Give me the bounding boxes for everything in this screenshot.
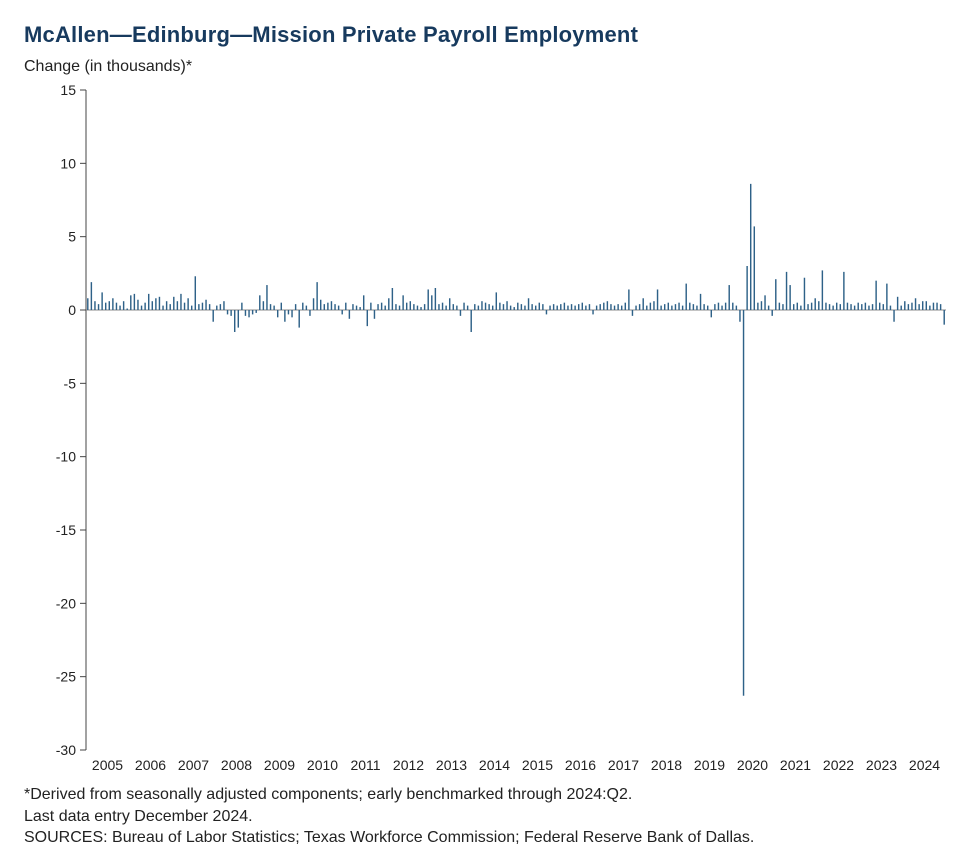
svg-text:-20: -20 — [56, 595, 76, 611]
footnote-derivation: *Derived from seasonally adjusted compon… — [24, 784, 953, 806]
svg-text:2018: 2018 — [651, 757, 682, 773]
svg-text:2022: 2022 — [823, 757, 854, 773]
svg-text:2020: 2020 — [737, 757, 768, 773]
svg-text:2023: 2023 — [866, 757, 897, 773]
svg-text:2010: 2010 — [307, 757, 338, 773]
svg-text:-25: -25 — [56, 669, 76, 685]
footnote-last-entry: Last data entry December 2024. — [24, 806, 953, 828]
svg-text:-15: -15 — [56, 522, 76, 538]
svg-text:2006: 2006 — [135, 757, 166, 773]
svg-text:-5: -5 — [64, 375, 77, 391]
y-axis-label: Change (in thousands)* — [24, 58, 953, 76]
svg-text:2009: 2009 — [264, 757, 295, 773]
svg-text:2014: 2014 — [479, 757, 510, 773]
svg-text:2017: 2017 — [608, 757, 639, 773]
svg-text:10: 10 — [60, 155, 76, 171]
svg-text:5: 5 — [68, 229, 76, 245]
svg-text:2005: 2005 — [92, 757, 123, 773]
chart-title: McAllen—Edinburg—Mission Private Payroll… — [24, 22, 953, 48]
chart-area: -30 -25 -20 -15 -10 -5 0 5 10 15 2005 2006 2007 2008 2… — [24, 80, 953, 780]
chart-page: McAllen—Edinburg—Mission Private Payroll… — [0, 0, 977, 864]
svg-text:2015: 2015 — [522, 757, 553, 773]
svg-text:2019: 2019 — [694, 757, 725, 773]
svg-text:2016: 2016 — [565, 757, 596, 773]
svg-text:2007: 2007 — [178, 757, 209, 773]
svg-text:2013: 2013 — [436, 757, 467, 773]
svg-text:2021: 2021 — [780, 757, 811, 773]
chart-svg: -30 -25 -20 -15 -10 -5 0 5 10 15 2005 2006 2007 2008 2… — [24, 80, 953, 780]
svg-text:2012: 2012 — [393, 757, 424, 773]
svg-text:-30: -30 — [56, 742, 76, 758]
svg-text:0: 0 — [68, 302, 76, 318]
footnotes: *Derived from seasonally adjusted compon… — [24, 784, 953, 849]
svg-text:2008: 2008 — [221, 757, 252, 773]
svg-text:-10: -10 — [56, 449, 76, 465]
svg-text:2011: 2011 — [350, 757, 380, 773]
svg-text:2024: 2024 — [909, 757, 940, 773]
footnote-sources: SOURCES: Bureau of Labor Statistics; Tex… — [24, 827, 953, 849]
svg-text:15: 15 — [60, 82, 76, 98]
